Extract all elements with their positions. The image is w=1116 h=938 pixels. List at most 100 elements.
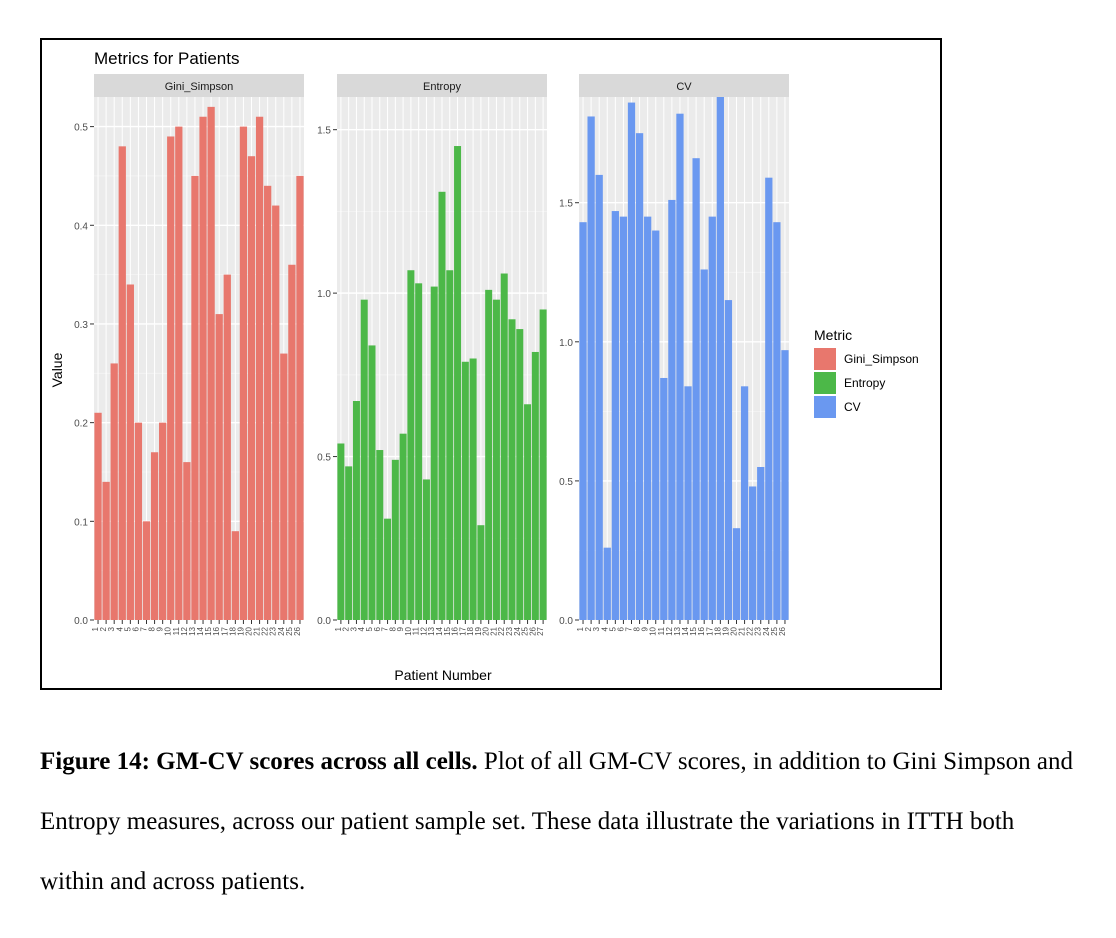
x-tick-label: 7	[381, 626, 390, 631]
bar-entropy-13	[430, 286, 438, 620]
x-tick-label: 17	[220, 626, 229, 635]
bar-entropy-26	[531, 351, 539, 620]
x-tick-label: 6	[373, 626, 382, 631]
bar-cv-11	[660, 377, 668, 620]
x-tick-label: 24	[513, 626, 522, 635]
legend-label: Entropy	[844, 376, 885, 390]
x-tick-label: 10	[164, 626, 173, 635]
bar-gini-simpson-12	[183, 462, 191, 620]
x-tick-label: 19	[721, 626, 730, 635]
x-tick-label: 4	[357, 626, 366, 631]
bar-gini-simpson-11	[175, 126, 183, 621]
bar-gini-simpson-9	[159, 422, 167, 620]
x-tick-label: 1	[576, 626, 585, 631]
y-axis-label: Value	[49, 352, 65, 387]
x-tick-label: 20	[245, 626, 254, 635]
facet-strip	[94, 74, 304, 97]
x-tick-label: 2	[99, 626, 108, 631]
bar-cv-26	[781, 350, 789, 620]
legend-swatch-gini-simpson	[814, 348, 836, 370]
x-tick-label: 5	[123, 626, 132, 631]
bar-entropy-14	[438, 191, 446, 620]
x-tick-label: 10	[404, 626, 413, 635]
x-tick-label: 20	[730, 626, 739, 635]
facet-panel-entropy: Entropy0.00.51.01.5123456789101112131415…	[317, 74, 547, 636]
figure-caption: Figure 14: GM-CV scores across all cells…	[40, 732, 1080, 912]
bar-cv-7	[627, 102, 636, 620]
x-tick-label: 22	[261, 626, 270, 635]
bar-entropy-23	[508, 319, 516, 620]
bar-gini-simpson-8	[150, 452, 159, 620]
x-tick-label: 12	[180, 626, 189, 635]
x-tick-label: 10	[649, 626, 658, 635]
x-tick-label: 1	[334, 626, 343, 631]
bar-gini-simpson-14	[199, 116, 207, 621]
bar-cv-6	[619, 216, 628, 620]
bar-cv-9	[644, 216, 652, 620]
x-tick-label: 3	[592, 626, 601, 631]
bar-entropy-9	[399, 433, 407, 620]
bar-cv-1	[579, 222, 587, 621]
x-tick-label: 25	[285, 626, 294, 635]
x-tick-label: 3	[349, 626, 358, 631]
x-tick-label: 1	[91, 626, 100, 631]
bar-entropy-16	[454, 146, 462, 620]
y-tick-label: 0.5	[317, 453, 331, 464]
bar-entropy-7	[384, 518, 392, 620]
x-tick-label: 9	[156, 626, 165, 631]
facet-strip-label: CV	[676, 81, 692, 93]
bar-gini-simpson-21	[255, 116, 264, 621]
bar-gini-simpson-24	[280, 353, 288, 620]
x-tick-label: 12	[665, 626, 674, 635]
x-tick-label: 8	[148, 626, 157, 631]
bar-cv-24	[765, 177, 773, 620]
x-tick-label: 18	[228, 626, 237, 635]
legend-swatch-cv	[814, 396, 836, 418]
caption-label: Figure 14: GM-CV scores across all cells…	[40, 748, 478, 775]
x-tick-label: 19	[236, 626, 245, 635]
x-tick-label: 15	[689, 626, 698, 635]
bar-entropy-18	[469, 358, 477, 620]
bar-entropy-25	[524, 404, 532, 620]
bar-entropy-10	[407, 270, 415, 620]
legend-label: Gini_Simpson	[844, 352, 919, 366]
facet-panel-cv: CV0.00.51.01.51 2 3 4 5 6 7 8 9 10 11 12 13 14 15 16 17 1…	[559, 74, 789, 636]
bar-gini-simpson-5	[126, 284, 134, 620]
legend-title: Metric	[814, 327, 852, 343]
y-tick-label: 0.5	[559, 477, 573, 488]
bar-cv-21	[740, 386, 749, 620]
bar-gini-simpson-2	[102, 481, 110, 620]
bar-cv-15	[692, 158, 700, 620]
bar-gini-simpson-22	[264, 185, 272, 620]
x-tick-label: 22	[497, 626, 506, 635]
x-tick-label: 3	[107, 626, 116, 631]
bar-cv-14	[684, 386, 692, 620]
bar-gini-simpson-15	[207, 106, 215, 621]
x-tick-label: 15	[443, 626, 452, 635]
x-tick-label: 16	[451, 626, 460, 635]
x-tick-label: 26	[778, 626, 787, 635]
y-tick-label: 0.4	[74, 221, 88, 232]
x-tick-label: 23	[505, 626, 514, 635]
bar-gini-simpson-26	[296, 175, 304, 620]
x-tick-label: 6	[131, 626, 140, 631]
bar-cv-20	[732, 528, 741, 620]
y-tick-label: 0.3	[74, 320, 88, 331]
x-tick-label: 2	[584, 626, 593, 631]
bar-cv-23	[757, 466, 765, 620]
x-tick-label: 13	[188, 626, 197, 635]
bar-cv-13	[676, 113, 684, 620]
x-tick-label: 23	[754, 626, 763, 635]
x-tick-label: 13	[673, 626, 682, 635]
bar-entropy-24	[516, 329, 524, 620]
x-tick-label: 11	[412, 626, 421, 635]
figure-frame: Metrics for Patients Value Patient Numbe…	[40, 38, 942, 690]
x-tick-label: 9	[641, 626, 650, 631]
y-tick-label: 0.0	[559, 616, 573, 627]
bar-entropy-2	[345, 466, 353, 620]
bar-cv-5	[611, 211, 619, 620]
bar-entropy-3	[352, 400, 360, 620]
x-tick-label: 21	[738, 626, 747, 635]
x-tick-label: 21	[489, 626, 498, 635]
facet-strip-label: Gini_Simpson	[165, 81, 233, 93]
